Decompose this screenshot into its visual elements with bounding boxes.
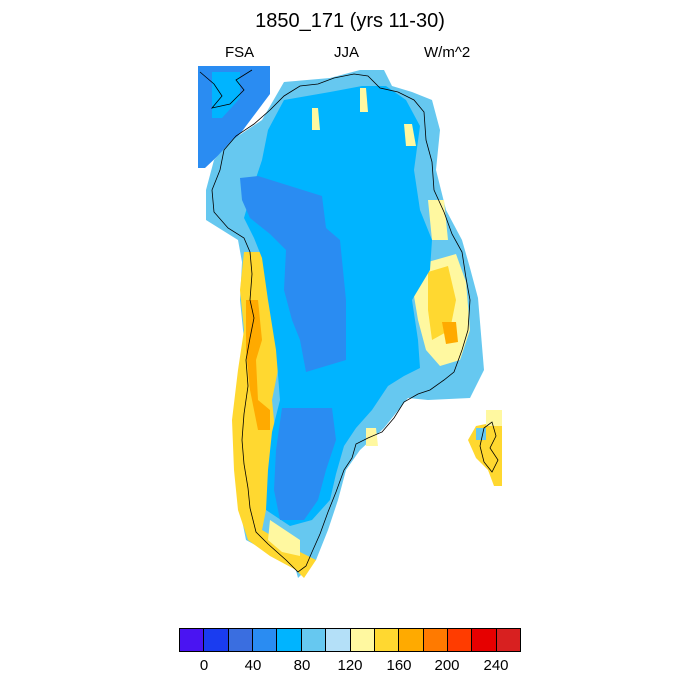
colorbar-swatch xyxy=(301,629,327,651)
colorbar-tick-40: 40 xyxy=(244,657,262,674)
colorbar-swatch xyxy=(496,629,521,651)
field-east-coast-orange xyxy=(442,322,458,344)
colorbar-swatch xyxy=(204,629,229,651)
coastline-nw xyxy=(199,69,253,109)
colorbar-swatch xyxy=(350,629,375,651)
colorbar xyxy=(179,628,521,652)
coastline-layer xyxy=(199,69,499,573)
colorbar-tick-0: 0 xyxy=(199,657,209,674)
colorbar-tick-120: 120 xyxy=(337,657,363,674)
field-north-pale-2 xyxy=(360,88,368,112)
colorbar-tick-80: 80 xyxy=(293,657,311,674)
colorbar-tick-160: 160 xyxy=(386,657,412,674)
field-west-coast-pale xyxy=(268,520,300,556)
colorbar-swatch xyxy=(180,629,205,651)
colorbar-swatch xyxy=(228,629,254,651)
colorbar-tick-200: 200 xyxy=(434,657,460,674)
variable-label: FSA xyxy=(225,44,255,61)
field-west-coast-orange xyxy=(246,300,270,430)
colorbar-swatch xyxy=(447,629,473,651)
field-layer xyxy=(198,66,502,578)
coastline-main xyxy=(211,73,471,573)
field-north-pale-3 xyxy=(404,124,416,146)
season-label: JJA xyxy=(334,44,360,61)
colorbar-swatch xyxy=(253,629,278,651)
colorbar-swatch xyxy=(277,629,302,651)
field-se-island-blue xyxy=(476,428,486,440)
field-east-coast-gold xyxy=(428,266,456,340)
colorbar-swatch xyxy=(472,629,497,651)
field-north-pale-1 xyxy=(312,108,320,130)
map-title: 1850_171 (yrs 11-30) xyxy=(255,10,445,32)
field-interior-dark-south xyxy=(274,408,336,520)
field-se-island-pale xyxy=(486,410,502,426)
field-interior-dark xyxy=(240,176,346,372)
colorbar-swatch xyxy=(399,629,424,651)
coastline-se-island xyxy=(479,421,499,473)
colorbar-swatch xyxy=(423,629,448,651)
colorbar-tick-240: 240 xyxy=(483,657,509,674)
field-north-pale-4 xyxy=(366,428,378,446)
colorbar-swatch xyxy=(326,629,351,651)
colorbar-swatch xyxy=(374,629,400,651)
units-label: W/m^2 xyxy=(424,44,471,61)
